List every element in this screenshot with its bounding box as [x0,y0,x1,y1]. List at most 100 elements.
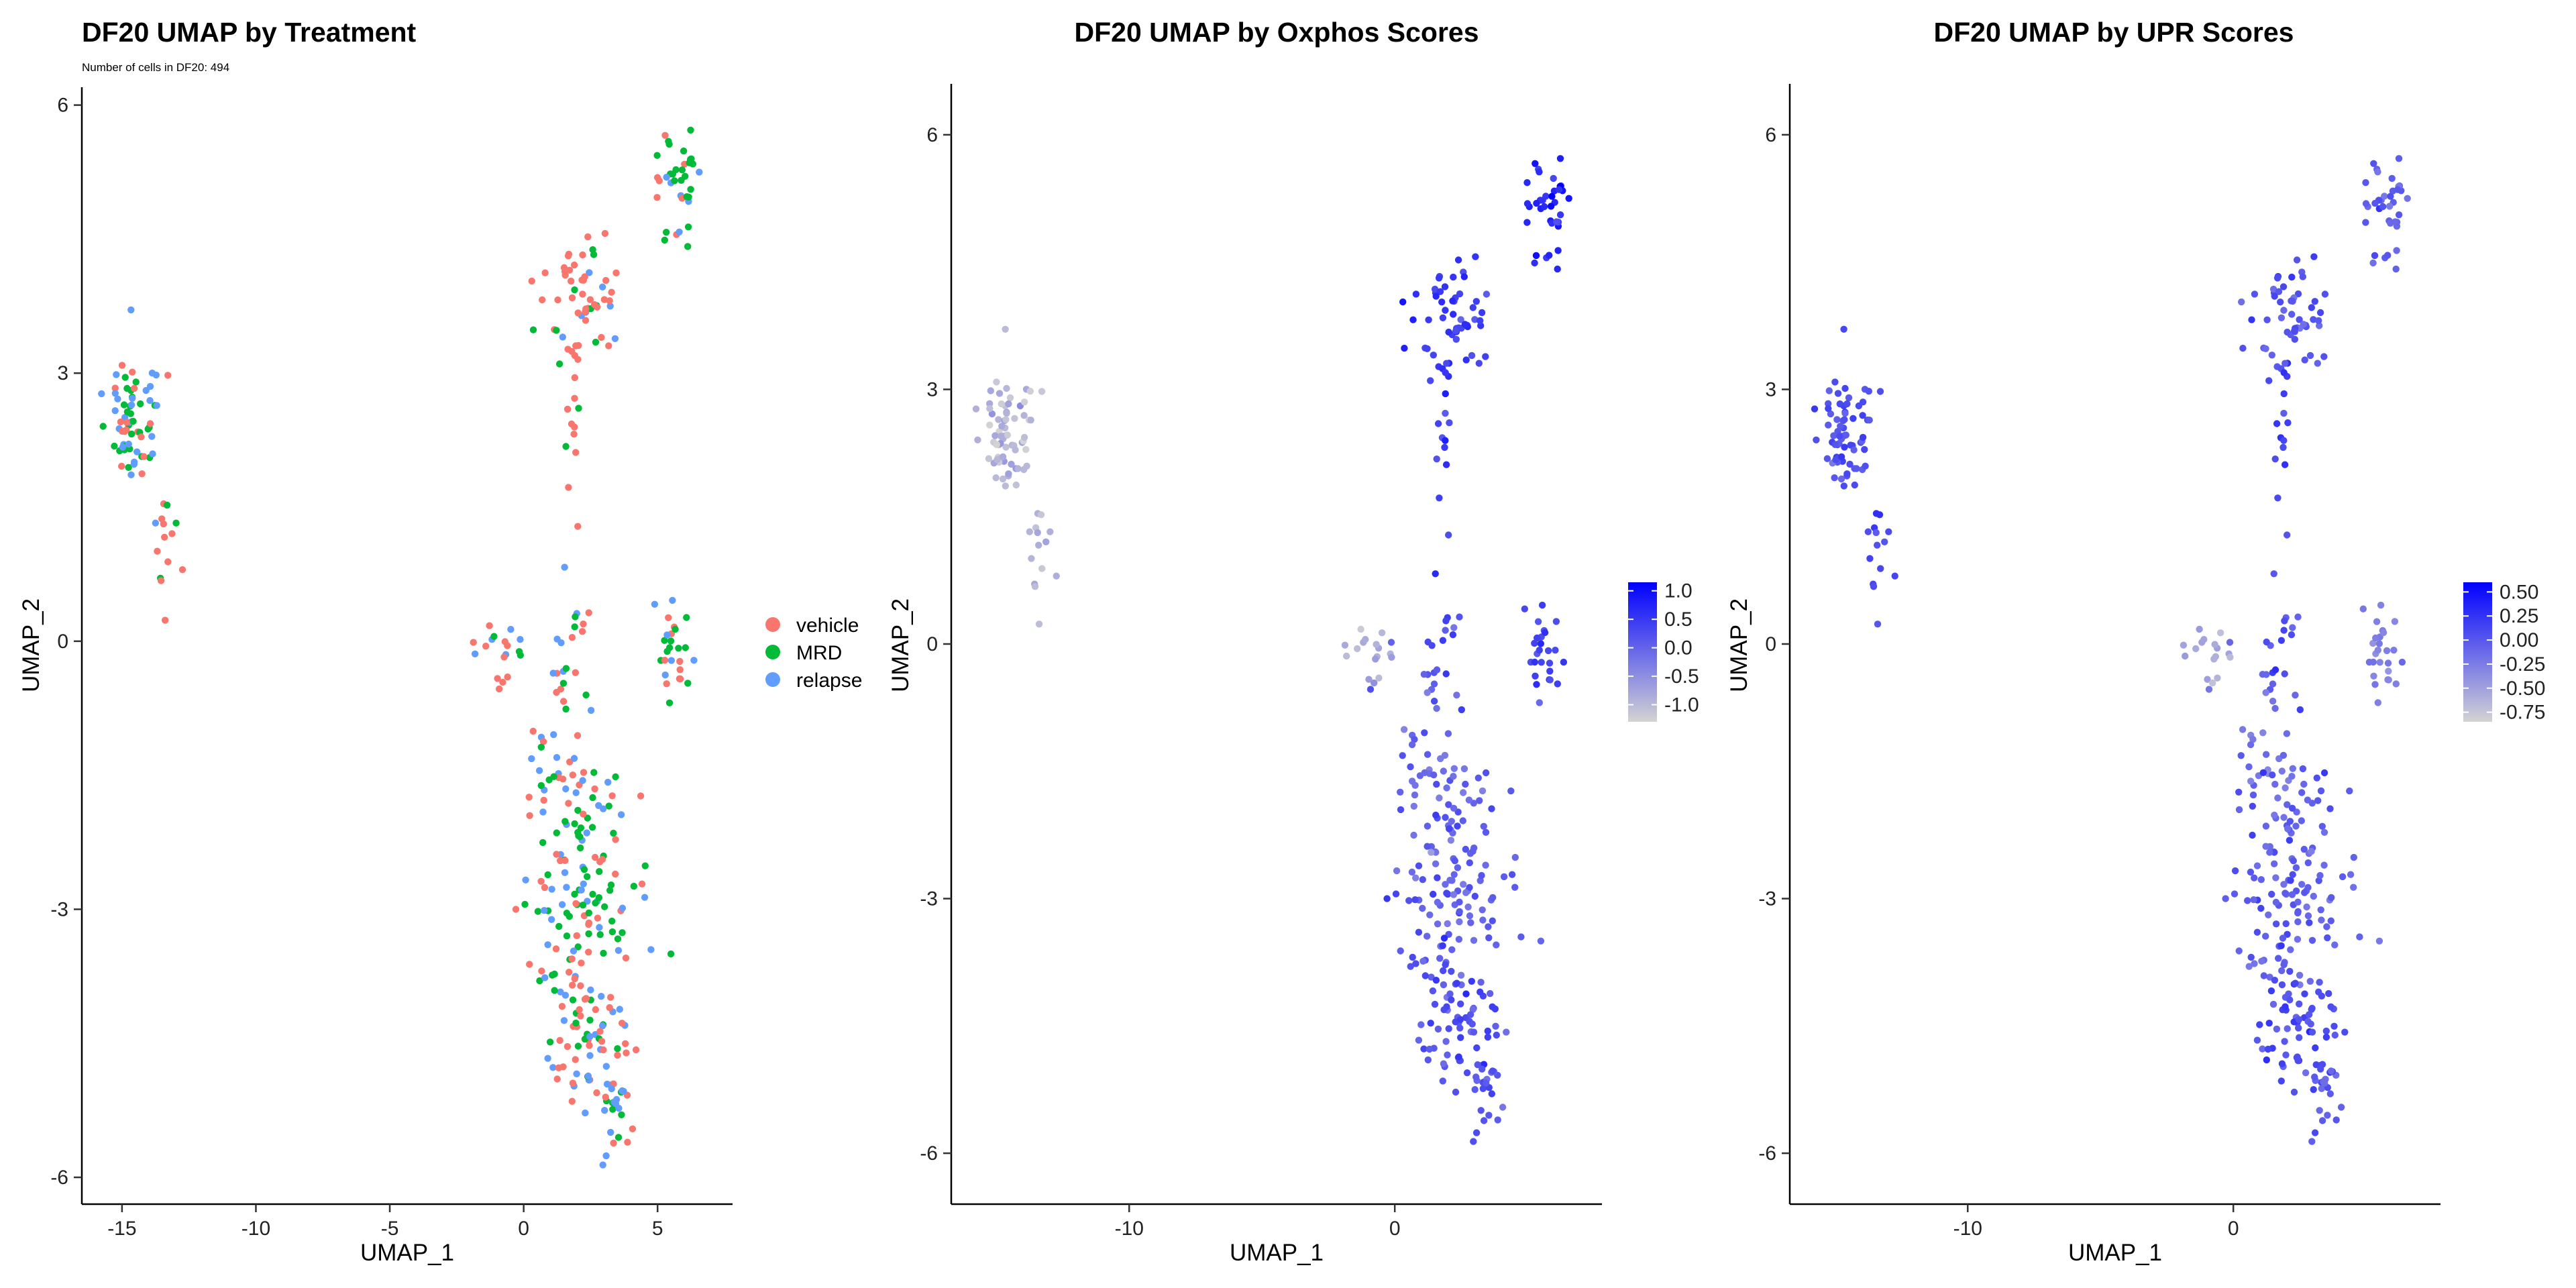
cell-point [586,1052,594,1059]
cell-point [1478,871,1485,879]
cell-point [1554,247,1562,254]
cell-point [2304,883,2312,892]
cell-point [600,296,608,303]
cell-point [622,1040,629,1048]
cell-point [572,900,580,908]
cell-point [1434,874,1441,881]
cell-point [2253,1036,2261,1044]
x-axis-title: UMAP_1 [360,1240,454,1266]
cell-point [583,829,590,837]
cell-point [120,401,128,409]
cell-point [557,988,564,996]
cell-point [2385,203,2394,210]
legend-label-relapse: relapse [796,669,862,692]
cell-point [572,342,580,350]
cell-point [2216,629,2224,637]
cell-point [566,969,573,976]
cell-point [1439,1077,1446,1085]
legend-key-mrd [765,645,780,659]
cell-point [2270,570,2277,578]
cell-point [1023,462,1030,470]
cell-point [486,622,493,629]
cell-point [601,1107,608,1114]
cell-point [995,416,1002,423]
cell-point [2384,252,2392,259]
cell-point [1834,390,1842,397]
cell-point [1038,388,1046,395]
cell-point [2286,967,2294,975]
cell-point [2298,881,2306,888]
cell-point [2316,322,2323,329]
y-tick-label: -6 [920,1142,938,1165]
cell-point [2374,699,2381,706]
y-tick-label: -3 [50,898,68,920]
cell-point [537,743,545,751]
cell-point [569,981,576,989]
cell-point [661,657,669,664]
cell-point [1511,853,1519,861]
cell-point [1433,666,1441,674]
cell-point [1421,729,1428,737]
cell-point [2300,321,2307,328]
cell-point [1462,780,1469,788]
cell-point [1427,1020,1434,1027]
cell-point [1477,988,1484,996]
axis-ticks: -10 0 -6 -3 0 3 6 [920,124,1400,1240]
cell-point [2395,211,2403,219]
cell-point [1479,787,1487,795]
cell-point [2392,265,2400,273]
cell-point [138,470,146,478]
cell-point [1037,511,1045,519]
cell-point [517,636,524,643]
cell-point [1411,791,1419,799]
cell-point [125,464,132,471]
cell-point [2379,203,2387,211]
cell-point [1421,972,1429,979]
cell-point [2369,259,2377,267]
cell-point [1471,1086,1479,1093]
cell-point [1460,789,1467,796]
cell-point [552,945,560,953]
cell-point [579,777,586,784]
cell-point [610,829,617,837]
cell-point [606,297,613,305]
cell-point [2388,174,2396,182]
cell-point [1457,316,1464,323]
cell-point [598,1022,606,1030]
cell-point [490,633,498,640]
cell-point [556,1036,564,1044]
colorbar-tick-label: 0.00 [2500,629,2538,651]
cell-point [1470,936,1478,945]
cell-point [1837,453,1845,461]
cell-point [1415,928,1423,936]
cell-point [2316,979,2323,986]
cell-point [1480,822,1487,830]
cell-point [1841,416,1848,423]
cell-point [2267,987,2275,995]
cell-point [599,283,606,290]
cell-point [1020,412,1028,419]
cell-point [2317,1065,2324,1073]
cell-point [1424,689,1431,696]
cell-point [1546,667,1554,675]
cell-point [617,811,625,818]
cell-point [2369,658,2377,666]
cell-point [582,317,590,324]
cell-point [574,806,582,814]
cell-point [1446,825,1453,833]
cell-point [587,706,595,714]
cell-point [2303,903,2310,911]
cell-point [2248,316,2255,323]
cell-point [2312,1044,2319,1052]
cell-point [2291,335,2298,343]
cell-point [499,678,506,686]
cell-point [2318,1117,2326,1124]
cell-point [1885,528,1892,535]
cell-point [495,685,503,693]
cell-point [1375,674,1383,682]
cell-point [2305,1011,2313,1018]
cell-point [554,296,561,304]
cell-point [1400,726,1408,733]
cell-point [1455,1053,1462,1061]
